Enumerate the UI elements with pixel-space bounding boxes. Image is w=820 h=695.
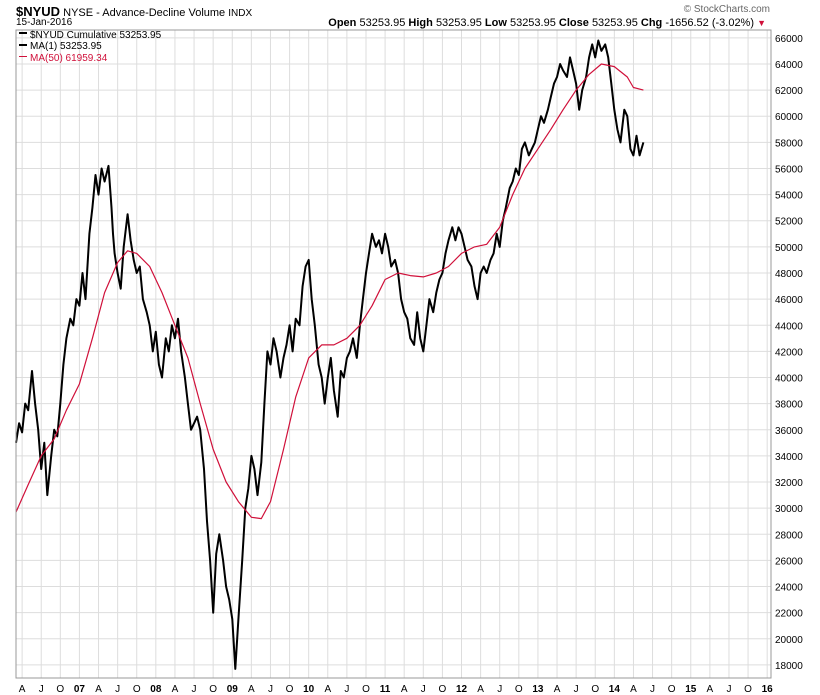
x-tick-label: A xyxy=(19,684,26,695)
x-tick-label: 15 xyxy=(685,684,697,695)
brand-watermark: © StockCharts.com xyxy=(683,4,770,15)
legend-price: $NYUD Cumulative 53253.95 xyxy=(30,30,162,41)
x-tick-label: O xyxy=(668,684,676,695)
x-tick-label: 13 xyxy=(532,684,544,695)
chart-title: $NYUD NYSE - Advance-Decline Volume INDX xyxy=(16,4,252,19)
series-lines xyxy=(15,39,645,670)
y-tick-label: 28000 xyxy=(775,530,803,541)
legend: $NYUD Cumulative 53253.95 MA(1) 53253.95… xyxy=(19,30,162,64)
y-tick-label: 58000 xyxy=(775,138,803,149)
x-tick-label: 12 xyxy=(456,684,468,695)
y-tick-label: 48000 xyxy=(775,269,803,280)
open-value: 53253.95 xyxy=(359,17,406,29)
y-tick-label: 40000 xyxy=(775,374,803,385)
x-tick-label: A xyxy=(401,684,408,695)
y-tick-label: 38000 xyxy=(775,400,803,411)
x-tick-label: A xyxy=(95,684,102,695)
y-tick-label: 34000 xyxy=(775,452,803,463)
high-value: 53253.95 xyxy=(435,17,482,29)
y-tick-label: 32000 xyxy=(775,478,803,489)
x-tick-label: A xyxy=(248,684,255,695)
y-tick-label: 66000 xyxy=(775,34,803,45)
y-tick-label: 26000 xyxy=(775,556,803,567)
x-tick-label: J xyxy=(268,684,273,695)
y-tick-label: 52000 xyxy=(775,217,803,228)
x-tick-label: 08 xyxy=(150,684,162,695)
legend-ma1: MA(1) 53253.95 xyxy=(30,41,102,52)
chg-label: Chg xyxy=(640,17,663,29)
low-value: 53253.95 xyxy=(509,17,556,29)
x-tick-label: J xyxy=(726,684,731,695)
y-tick-label: 64000 xyxy=(775,60,803,71)
x-tick-label: O xyxy=(439,684,447,695)
y-tick-label: 44000 xyxy=(775,321,803,332)
x-tick-label: O xyxy=(133,684,141,695)
x-tick-label: J xyxy=(192,684,197,695)
exchange: INDX xyxy=(228,8,253,19)
x-tick-label: A xyxy=(324,684,331,695)
x-tick-label: J xyxy=(650,684,655,695)
x-tick-label: A xyxy=(554,684,561,695)
x-tick-label: 10 xyxy=(303,684,315,695)
x-tick-label: J xyxy=(39,684,44,695)
x-tick-label: 09 xyxy=(227,684,239,695)
x-tick-label: 11 xyxy=(380,684,391,695)
x-tick-label: 07 xyxy=(74,684,86,695)
x-tick-label: O xyxy=(591,684,599,695)
y-tick-label: 30000 xyxy=(775,504,803,515)
open-label: Open xyxy=(328,17,357,29)
x-tick-label: 14 xyxy=(609,684,621,695)
x-tick-label: J xyxy=(115,684,120,695)
y-tick-label: 50000 xyxy=(775,243,803,254)
y-tick-label: 36000 xyxy=(775,426,803,437)
high-label: High xyxy=(408,17,433,29)
axis-ticks: 18000 20000 22000 24000 26000 28000 30000 32000… xyxy=(19,34,803,695)
ma50-series-line xyxy=(15,63,644,520)
x-tick-label: O xyxy=(209,684,217,695)
down-arrow-icon: ▼ xyxy=(757,18,766,28)
x-tick-label: O xyxy=(56,684,64,695)
x-tick-label: J xyxy=(574,684,579,695)
y-tick-label: 42000 xyxy=(775,347,803,358)
x-tick-label: O xyxy=(515,684,523,695)
x-tick-label: O xyxy=(362,684,370,695)
grid-lines xyxy=(16,30,771,678)
x-tick-label: A xyxy=(630,684,637,695)
x-tick-label: A xyxy=(172,684,179,695)
y-tick-label: 56000 xyxy=(775,164,803,175)
x-tick-label: A xyxy=(707,684,714,695)
low-label: Low xyxy=(484,17,507,29)
y-tick-label: 46000 xyxy=(775,295,803,306)
x-tick-label: O xyxy=(744,684,752,695)
plot-frame xyxy=(15,29,772,679)
x-tick-label: A xyxy=(477,684,484,695)
close-value: 53253.95 xyxy=(591,17,638,29)
y-tick-label: 24000 xyxy=(775,583,803,594)
x-tick-label: O xyxy=(286,684,294,695)
close-label: Close xyxy=(558,17,589,29)
instrument-name: NYSE - Advance-Decline Volume xyxy=(63,7,226,19)
chart-date: 15-Jan-2016 xyxy=(16,17,73,28)
x-tick-label: J xyxy=(344,684,349,695)
x-tick-label: J xyxy=(421,684,426,695)
y-tick-label: 60000 xyxy=(775,112,803,123)
y-tick-label: 20000 xyxy=(775,635,803,646)
legend-ma50: MA(50) 61959.34 xyxy=(30,53,108,64)
y-tick-label: 18000 xyxy=(775,661,803,672)
ohlc-summary: Open 53253.95 High 53253.95 Low 53253.95… xyxy=(328,17,766,29)
y-tick-label: 22000 xyxy=(775,609,803,620)
y-tick-label: 54000 xyxy=(775,191,803,202)
price-series-line xyxy=(15,39,645,670)
x-tick-label: 16 xyxy=(762,684,774,695)
chg-value: -1656.52 (-3.02%) xyxy=(665,17,755,29)
y-tick-label: 62000 xyxy=(775,86,803,97)
x-tick-label: J xyxy=(497,684,502,695)
symbol: $NYUD xyxy=(16,4,61,19)
